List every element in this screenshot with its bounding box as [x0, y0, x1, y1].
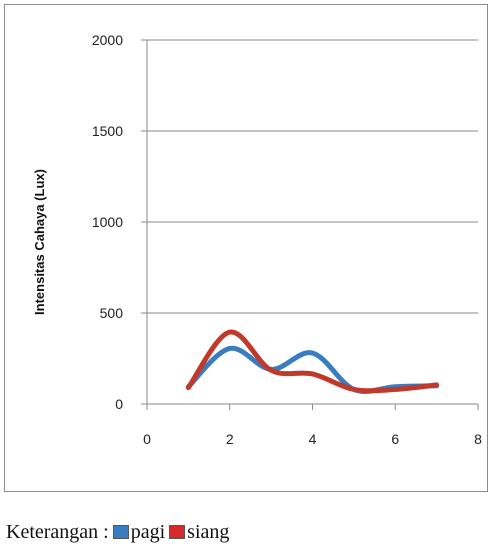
series-line-siang [188, 332, 436, 391]
line-chart: 0 500 1000 1500 2000 0 2 4 6 8 Intensitas Cahaya (… [0, 0, 494, 510]
y-axis-label: Intensitas Cahaya (Lux) [32, 169, 47, 315]
legend-label-pagi: pagi [131, 521, 165, 544]
legend-item-siang: siang [169, 521, 229, 544]
series-line-pagi [188, 348, 436, 391]
legend-prefix: Keterangan : [6, 521, 109, 544]
x-tick-label-4: 4 [309, 431, 317, 447]
legend-label-siang: siang [187, 521, 229, 544]
y-tick-label-500: 500 [100, 305, 124, 321]
x-tick-label-8: 8 [474, 431, 482, 447]
legend-swatch-siang [169, 525, 185, 539]
legend-swatch-pagi [113, 525, 129, 539]
x-tick-label-2: 2 [226, 431, 234, 447]
y-tick-label-1000: 1000 [92, 214, 123, 230]
legend: Keterangan : pagi siang [6, 517, 229, 547]
legend-item-pagi: pagi [113, 521, 165, 544]
y-tick-label-2000: 2000 [92, 32, 123, 48]
y-tick-label-1500: 1500 [92, 123, 123, 139]
x-tick-label-6: 6 [391, 431, 399, 447]
y-tick-label-0: 0 [115, 396, 123, 412]
x-tick-label-0: 0 [143, 431, 151, 447]
